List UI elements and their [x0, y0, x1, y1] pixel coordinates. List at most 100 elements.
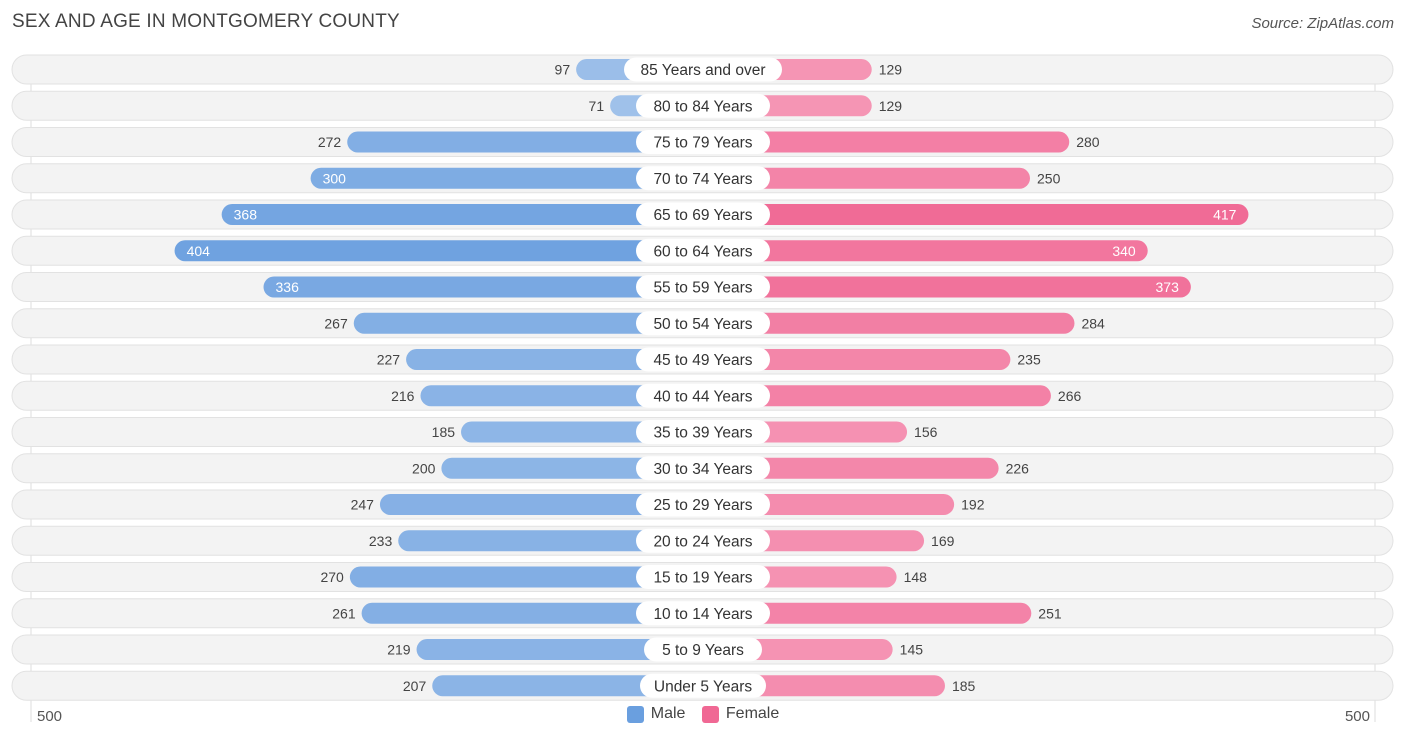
- female-value-85-years-and-over: 129: [879, 62, 903, 78]
- category-label-75-to-79-years: 75 to 79 Years: [653, 135, 752, 152]
- category-label-15-to-19-years: 15 to 19 Years: [653, 570, 752, 587]
- female-bar-50-to-54-years: [703, 312, 1075, 334]
- legend-item-male[interactable]: Male: [626, 705, 686, 723]
- female-value-10-to-14-years: 251: [1038, 605, 1062, 621]
- category-pill-80-to-84-years: [636, 93, 770, 118]
- category-pill-under-5-years: [640, 673, 766, 698]
- male-value-10-to-14-years: 261: [332, 605, 356, 621]
- male-bar-5-to-9-years: [416, 639, 703, 660]
- category-label-25-to-29-years: 25 to 29 Years: [653, 497, 752, 514]
- male-bar-55-to-59-years: [263, 276, 703, 298]
- category-label-30-to-34-years: 30 to 34 Years: [653, 461, 752, 478]
- male-value-50-to-54-years: 267: [324, 315, 348, 331]
- female-value-15-to-19-years: 148: [904, 569, 928, 585]
- male-value-30-to-34-years: 200: [412, 460, 436, 476]
- male-value-40-to-44-years: 216: [391, 388, 415, 404]
- female-bar-40-to-44-years: [703, 385, 1051, 407]
- female-bar-60-to-64-years: [703, 240, 1148, 262]
- male-value-80-to-84-years: 71: [589, 98, 605, 114]
- male-bar-25-to-29-years: [379, 494, 703, 515]
- category-label-under-5-years: Under 5 Years: [654, 678, 752, 695]
- category-pill-35-to-39-years: [636, 420, 770, 444]
- category-pill-45-to-49-years: [636, 347, 770, 372]
- category-label-45-to-49-years: 45 to 49 Years: [653, 352, 752, 369]
- category-pill-20-to-24-years: [636, 528, 770, 553]
- axis-right-max-label: 500: [1344, 708, 1370, 725]
- category-label-55-to-59-years: 55 to 59 Years: [653, 280, 752, 297]
- category-label-80-to-84-years: 80 to 84 Years: [653, 98, 752, 115]
- male-value-45-to-49-years: 227: [377, 352, 401, 368]
- female-bar-75-to-79-years: [703, 131, 1070, 153]
- category-label-40-to-44-years: 40 to 44 Years: [653, 388, 752, 405]
- male-bar-under-5-years: [432, 675, 703, 697]
- category-label-35-to-39-years: 35 to 39 Years: [653, 425, 752, 442]
- female-value-20-to-24-years: 169: [931, 533, 955, 549]
- male-value-85-years-and-over: 97: [555, 62, 571, 78]
- category-label-5-to-9-years: 5 to 9 Years: [662, 642, 744, 659]
- male-value-55-to-59-years: 336: [276, 279, 300, 295]
- male-value-5-to-9-years: 219: [387, 642, 411, 658]
- category-label-60-to-64-years: 60 to 64 Years: [653, 243, 752, 260]
- female-value-40-to-44-years: 266: [1058, 388, 1082, 404]
- female-bar-55-to-59-years: [703, 276, 1191, 298]
- male-value-35-to-39-years: 185: [432, 424, 456, 440]
- legend-swatch-male: [626, 705, 644, 723]
- male-value-65-to-69-years: 368: [234, 207, 258, 223]
- category-pill-5-to-9-years: [644, 637, 762, 662]
- category-pill-10-to-14-years: [636, 601, 770, 626]
- male-bar-20-to-24-years: [398, 530, 703, 552]
- male-bar-50-to-54-years: [353, 312, 703, 334]
- female-value-80-to-84-years: 129: [879, 98, 903, 114]
- legend-label-female: Female: [725, 705, 780, 722]
- category-pill-25-to-29-years: [636, 492, 770, 517]
- category-label-85-years-and-over: 85 Years and over: [641, 62, 766, 79]
- male-value-under-5-years: 207: [403, 678, 427, 694]
- category-pill-75-to-79-years: [636, 130, 770, 154]
- category-pill-40-to-44-years: [636, 383, 770, 408]
- female-value-70-to-74-years: 250: [1037, 170, 1061, 186]
- category-pill-70-to-74-years: [636, 166, 770, 191]
- female-value-75-to-79-years: 280: [1076, 134, 1100, 150]
- female-value-60-to-64-years: 340: [1112, 243, 1136, 259]
- male-value-60-to-64-years: 404: [187, 243, 211, 259]
- male-value-15-to-19-years: 270: [320, 569, 344, 585]
- female-value-25-to-29-years: 192: [961, 497, 985, 513]
- male-value-70-to-74-years: 300: [323, 170, 347, 186]
- female-bar-65-to-69-years: [703, 204, 1249, 225]
- male-value-75-to-79-years: 272: [318, 134, 342, 150]
- female-value-under-5-years: 185: [952, 678, 976, 694]
- male-bar-75-to-79-years: [347, 131, 703, 153]
- category-pill-65-to-69-years: [636, 202, 770, 227]
- female-bar-45-to-49-years: [703, 349, 1011, 370]
- category-label-70-to-74-years: 70 to 74 Years: [653, 171, 752, 188]
- category-pill-60-to-64-years: [636, 238, 770, 263]
- male-bar-70-to-74-years: [310, 167, 703, 189]
- category-pill-50-to-54-years: [636, 311, 770, 336]
- category-pill-15-to-19-years: [636, 565, 770, 589]
- axis-left-max-label: 500: [37, 708, 63, 725]
- female-value-55-to-59-years: 373: [1156, 279, 1180, 295]
- source-label: Source: ZipAtlas.com: [1251, 15, 1394, 32]
- male-bar-45-to-49-years: [406, 349, 703, 370]
- category-label-65-to-69-years: 65 to 69 Years: [653, 207, 752, 224]
- male-bar-10-to-14-years: [361, 602, 703, 624]
- female-bar-30-to-34-years: [703, 457, 999, 479]
- male-bar-60-to-64-years: [174, 240, 703, 262]
- male-value-25-to-29-years: 247: [351, 497, 375, 513]
- category-pill-30-to-34-years: [636, 456, 770, 481]
- male-bar-15-to-19-years: [349, 566, 703, 588]
- category-pill-85-years-and-over: [624, 57, 782, 82]
- female-bar-10-to-14-years: [703, 602, 1032, 624]
- female-value-45-to-49-years: 235: [1017, 352, 1041, 368]
- female-value-5-to-9-years: 145: [900, 642, 924, 658]
- male-bar-40-to-44-years: [420, 385, 703, 407]
- category-label-10-to-14-years: 10 to 14 Years: [653, 606, 752, 623]
- female-value-65-to-69-years: 417: [1213, 207, 1237, 223]
- legend-item-female[interactable]: Female: [701, 705, 780, 723]
- category-pill-55-to-59-years: [636, 275, 770, 299]
- legend-label-male: Male: [650, 705, 686, 722]
- chart-title: SEX AND AGE IN MONTGOMERY COUNTY: [12, 11, 400, 32]
- female-value-30-to-34-years: 226: [1006, 460, 1030, 476]
- male-bar-65-to-69-years: [221, 204, 703, 225]
